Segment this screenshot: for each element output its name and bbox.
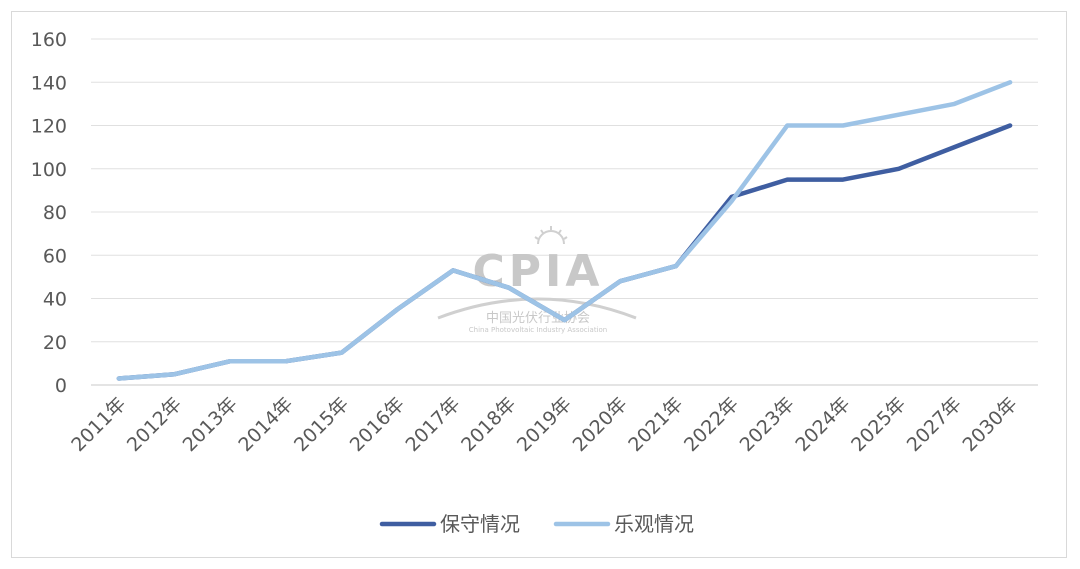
y-tick-label: 60 (43, 245, 67, 267)
x-tick-label: 2012年 (123, 393, 186, 456)
legend-label-0: 保守情况 (440, 512, 520, 536)
x-tick-label: 2020年 (569, 393, 632, 456)
watermark-logo-text: CPIA (473, 246, 604, 297)
x-tick-label: 2024年 (791, 393, 854, 456)
legend-label-1: 乐观情况 (614, 512, 694, 536)
y-tick-label: 40 (43, 289, 67, 311)
x-tick-label: 2021年 (624, 393, 687, 456)
chart-frame (11, 11, 1067, 558)
x-tick-label: 2017年 (401, 393, 464, 456)
x-tick-label: 2011年 (67, 393, 130, 456)
watermark-org-name-en: China Photovoltaic Industry Association (469, 326, 608, 334)
gridlines (91, 38, 1038, 386)
x-tick-label: 2014年 (234, 393, 297, 456)
series-line-1 (116, 80, 1013, 381)
x-tick-label: 2016年 (346, 393, 409, 456)
y-tick-label: 80 (43, 202, 67, 224)
series-lines (116, 80, 1013, 381)
y-tick-label: 20 (43, 332, 67, 354)
y-tick-label: 0 (55, 375, 67, 397)
x-tick-label: 2027年 (903, 393, 966, 456)
x-tick-label: 2030年 (958, 393, 1021, 456)
x-tick-label: 2022年 (680, 393, 743, 456)
legend: 保守情况 乐观情况 (379, 512, 694, 536)
x-tick-label: 2013年 (179, 393, 242, 456)
watermark: CPIA 中国光伏行业协会 China Photovoltaic Industr… (437, 226, 637, 334)
x-tick-label: 2025年 (847, 393, 910, 456)
y-tick-label: 120 (31, 116, 67, 138)
x-axis-ticks: 2011年2012年2013年2014年2015年2016年2017年2018年… (67, 393, 1021, 456)
sun-logo-icon (534, 226, 568, 245)
y-tick-label: 140 (31, 72, 67, 94)
y-tick-label: 160 (31, 29, 67, 51)
y-tick-label: 100 (31, 159, 67, 181)
x-tick-label: 2018年 (457, 393, 520, 456)
x-tick-label: 2023年 (736, 393, 799, 456)
x-tick-label: 2015年 (290, 393, 353, 456)
y-axis-ticks: 0 20 40 60 80 100 120 140 160 (31, 29, 67, 397)
x-tick-label: 2019年 (513, 393, 576, 456)
